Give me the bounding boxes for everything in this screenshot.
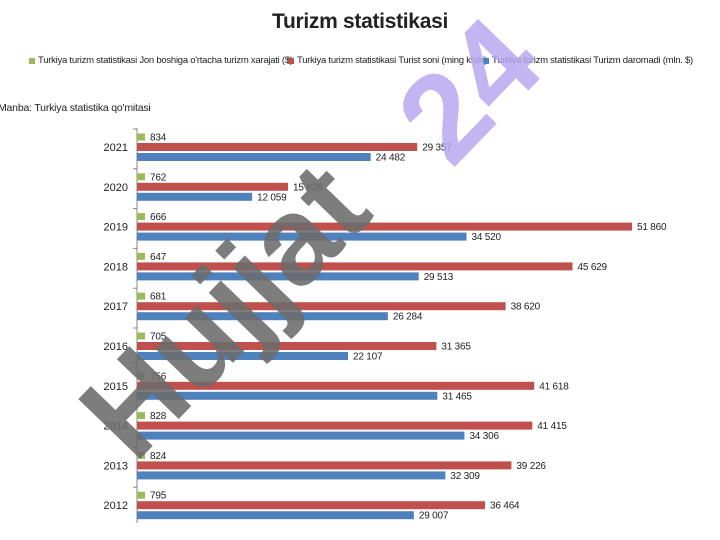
bar-tourists-2015 (137, 381, 535, 390)
bar-revenue-2017 (137, 312, 388, 321)
category-label-2020: 2020 (104, 182, 128, 194)
legend-label-tourists: Turkiya turizm statistikasi Turist soni … (297, 55, 487, 66)
chart-title: Turizm statistikasi (272, 10, 448, 33)
category-label-2017: 2017 (104, 301, 128, 313)
bar-revenue-2021 (137, 153, 371, 161)
legend-swatch-revenue (483, 57, 489, 64)
bar-spend-2018 (137, 252, 145, 260)
data-label-revenue-2013: 32 309 (450, 471, 480, 482)
data-label-spend-2014: 828 (150, 411, 167, 422)
source-note: Manba: Turkiya statistika qo'mitasi (0, 102, 151, 114)
bar-revenue-2019 (137, 232, 467, 241)
data-label-revenue-2012: 29 007 (419, 511, 449, 522)
bar-tourists-2016 (137, 342, 437, 350)
legend-item-spend: Turkiya turizm statistikasi Jon boshiga … (29, 55, 293, 66)
legend-label-revenue: Turkiya turizm statistikasi Turizm darom… (492, 55, 693, 66)
bar-spend-2015 (137, 372, 145, 380)
legend-label-spend: Turkiya turizm statistikasi Jon boshiga … (38, 55, 293, 66)
category-label-2021: 2021 (104, 142, 128, 154)
legend-swatch-spend (29, 57, 35, 64)
category-label-2012: 2012 (104, 500, 128, 512)
bar-spend-2012 (137, 491, 145, 499)
bar-spend-2017 (137, 292, 145, 300)
category-label-2016: 2016 (104, 341, 128, 353)
data-label-tourists-2012: 36 464 (490, 501, 520, 512)
legend: Turkiya turizm statistikasi Jon boshiga … (8, 55, 718, 69)
data-label-revenue-2020: 12 059 (257, 192, 287, 203)
data-label-spend-2012: 795 (150, 491, 167, 502)
bar-spend-2021 (137, 133, 145, 141)
data-label-revenue-2018: 29 513 (424, 272, 454, 283)
category-label-2015: 2015 (104, 381, 128, 393)
category-label-2018: 2018 (104, 261, 128, 273)
category-label-2013: 2013 (104, 460, 128, 472)
bar-revenue-2014 (137, 431, 465, 440)
data-label-spend-2013: 824 (150, 451, 167, 462)
bar-tourists-2019 (137, 222, 632, 231)
bar-spend-2013 (137, 451, 145, 459)
data-label-tourists-2013: 39 226 (516, 461, 546, 472)
data-label-revenue-2019: 34 520 (471, 232, 501, 243)
bar-revenue-2012 (137, 511, 414, 520)
data-label-tourists-2020: 15 826 (293, 182, 323, 193)
data-label-spend-2015: 756 (150, 371, 167, 382)
bar-tourists-2017 (137, 302, 506, 311)
data-label-revenue-2015: 31 465 (442, 391, 472, 402)
legend-item-revenue: Turkiya turizm statistikasi Turizm darom… (483, 55, 693, 66)
legend-item-tourists: Turkiya turizm statistikasi Turist soni … (288, 55, 487, 66)
bar-tourists-2018 (137, 262, 573, 271)
data-label-tourists-2017: 38 620 (511, 302, 541, 313)
bar-tourists-2020 (137, 182, 289, 191)
data-label-tourists-2014: 41 415 (537, 421, 567, 432)
data-label-revenue-2017: 26 284 (393, 312, 423, 323)
data-label-revenue-2014: 34 306 (469, 431, 499, 442)
bar-spend-2016 (137, 332, 145, 340)
legend-swatch-tourists (288, 57, 294, 64)
category-label-2014: 2014 (104, 421, 128, 433)
data-label-spend-2016: 705 (150, 332, 167, 343)
bar-revenue-2020 (137, 192, 253, 201)
bar-tourists-2013 (137, 461, 512, 470)
data-label-spend-2018: 647 (150, 252, 167, 263)
bar-tourists-2021 (137, 143, 418, 151)
data-label-revenue-2021: 24 482 (376, 153, 406, 164)
data-label-spend-2019: 666 (150, 212, 167, 223)
bar-revenue-2018 (137, 272, 419, 281)
bar-spend-2014 (137, 412, 145, 420)
bar-tourists-2012 (137, 501, 486, 510)
bar-spend-2020 (137, 173, 145, 181)
data-label-tourists-2018: 45 629 (578, 262, 608, 273)
bar-spend-2019 (137, 213, 145, 221)
bar-tourists-2014 (137, 421, 533, 430)
data-label-tourists-2016: 31 365 (441, 342, 471, 353)
bar-revenue-2015 (137, 391, 438, 400)
category-label-2019: 2019 (104, 222, 128, 234)
data-label-revenue-2016: 22 107 (353, 352, 383, 363)
bar-revenue-2013 (137, 471, 446, 480)
data-label-tourists-2015: 41 618 (539, 381, 569, 392)
data-label-spend-2017: 681 (150, 292, 167, 303)
data-label-tourists-2019: 51 860 (637, 222, 667, 233)
bar-revenue-2016 (137, 352, 349, 360)
data-label-spend-2020: 762 (150, 172, 167, 183)
data-label-tourists-2021: 29 357 (422, 143, 452, 154)
data-label-spend-2021: 834 (150, 133, 167, 144)
